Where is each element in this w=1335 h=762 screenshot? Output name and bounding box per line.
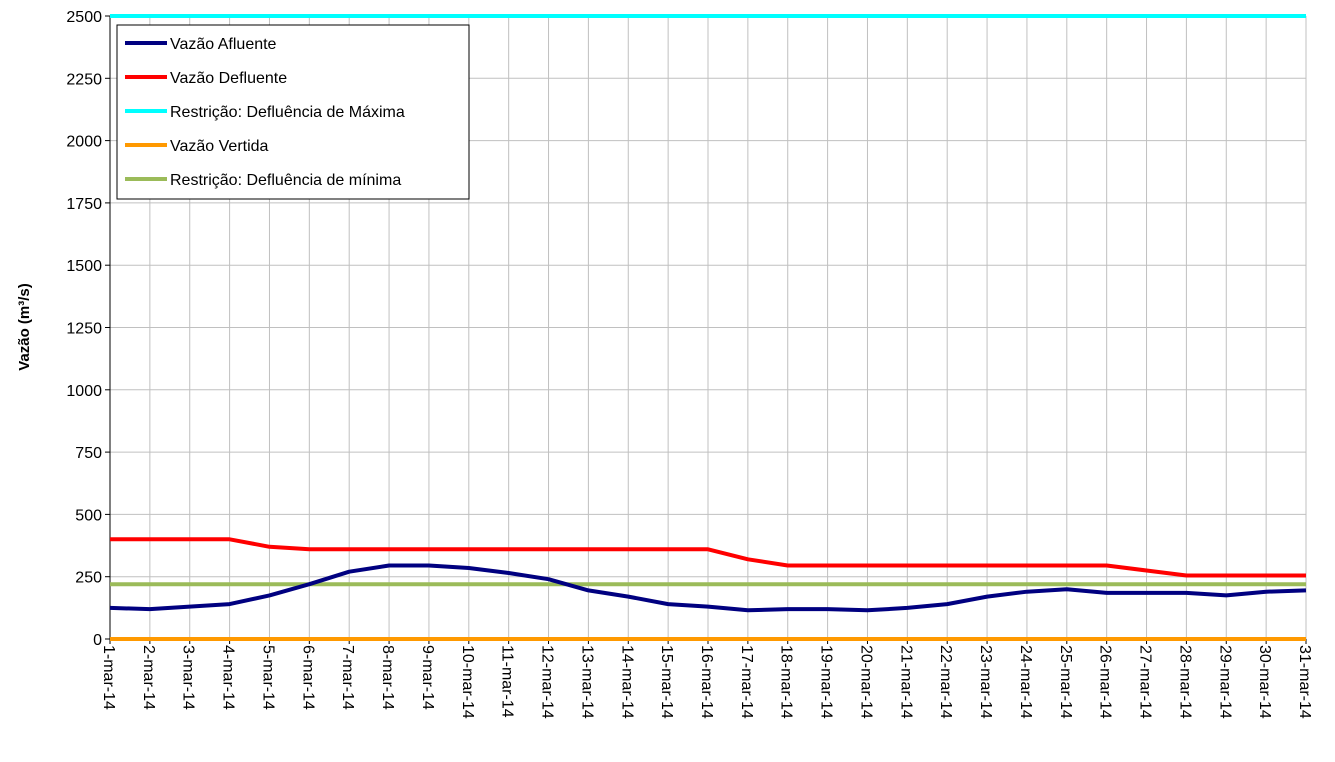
- x-tick-label: 23-mar-14: [977, 645, 994, 719]
- x-tick-label: 30-mar-14: [1256, 645, 1273, 719]
- y-tick-label: 500: [75, 507, 102, 524]
- x-tick-label: 19-mar-14: [818, 645, 835, 719]
- x-tick-label: 14-mar-14: [618, 645, 635, 719]
- legend-label: Restrição: Defluência de mínima: [170, 172, 401, 189]
- y-tick-label: 1250: [66, 321, 102, 338]
- y-tick-label: 2250: [66, 71, 102, 88]
- x-tick-label: 21-mar-14: [897, 645, 914, 719]
- x-tick-label: 22-mar-14: [937, 645, 954, 719]
- x-tick-label: 2-mar-14: [140, 645, 157, 710]
- x-tick-label: 13-mar-14: [578, 645, 595, 719]
- x-tick-label: 29-mar-14: [1216, 645, 1233, 719]
- x-tick-label: 1-mar-14: [100, 645, 117, 710]
- y-tick-label: 2500: [66, 9, 102, 26]
- x-tick-label: 9-mar-14: [419, 645, 436, 710]
- x-tick-label: 24-mar-14: [1017, 645, 1034, 719]
- legend-label: Restrição: Defluência de Máxima: [170, 104, 405, 121]
- y-tick-label: 2000: [66, 134, 102, 151]
- x-tick-label: 16-mar-14: [698, 645, 715, 719]
- y-tick-label: 1000: [66, 383, 102, 400]
- x-tick-label: 15-mar-14: [658, 645, 675, 719]
- x-tick-label: 31-mar-14: [1296, 645, 1313, 719]
- legend-label: Vazão Defluente: [170, 70, 287, 87]
- x-tick-label: 5-mar-14: [259, 645, 276, 710]
- x-tick-label: 12-mar-14: [539, 645, 556, 719]
- x-tick-label: 10-mar-14: [459, 645, 476, 719]
- y-tick-label: 1500: [66, 258, 102, 275]
- x-tick-label: 18-mar-14: [778, 645, 795, 719]
- x-tick-label: 8-mar-14: [379, 645, 396, 710]
- y-tick-label: 0: [93, 632, 102, 649]
- x-tick-label: 6-mar-14: [299, 645, 316, 710]
- series-line: [110, 537, 1306, 578]
- y-axis-label: Vazão (m³/s): [16, 283, 33, 371]
- x-tick-label: 17-mar-14: [738, 645, 755, 719]
- x-tick-label: 11-mar-14: [499, 645, 516, 718]
- x-tick-label: 20-mar-14: [857, 645, 874, 719]
- x-tick-label: 26-mar-14: [1097, 645, 1114, 719]
- x-tick-label: 3-mar-14: [180, 645, 197, 710]
- x-tick-label: 7-mar-14: [339, 645, 356, 710]
- x-tick-label: 4-mar-14: [220, 645, 237, 710]
- y-tick-label: 750: [75, 445, 102, 462]
- legend: Vazão Afluente Vazão Defluente Restrição: …: [116, 24, 470, 200]
- x-tick-label: 25-mar-14: [1057, 645, 1074, 719]
- x-tick-label: 27-mar-14: [1137, 645, 1154, 719]
- series-line: [109, 563, 1307, 613]
- y-tick-label: 1750: [66, 196, 102, 213]
- series-lines: [109, 14, 1307, 641]
- legend-label: Vazão Vertida: [170, 138, 269, 155]
- y-tick-label: 250: [75, 570, 102, 587]
- legend-label: Vazão Afluente: [170, 36, 277, 53]
- x-tick-label: 28-mar-14: [1176, 645, 1193, 719]
- legend-box: [116, 24, 470, 200]
